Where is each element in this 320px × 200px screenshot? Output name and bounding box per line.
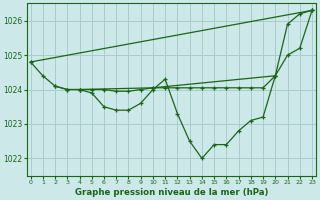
X-axis label: Graphe pression niveau de la mer (hPa): Graphe pression niveau de la mer (hPa) xyxy=(75,188,268,197)
